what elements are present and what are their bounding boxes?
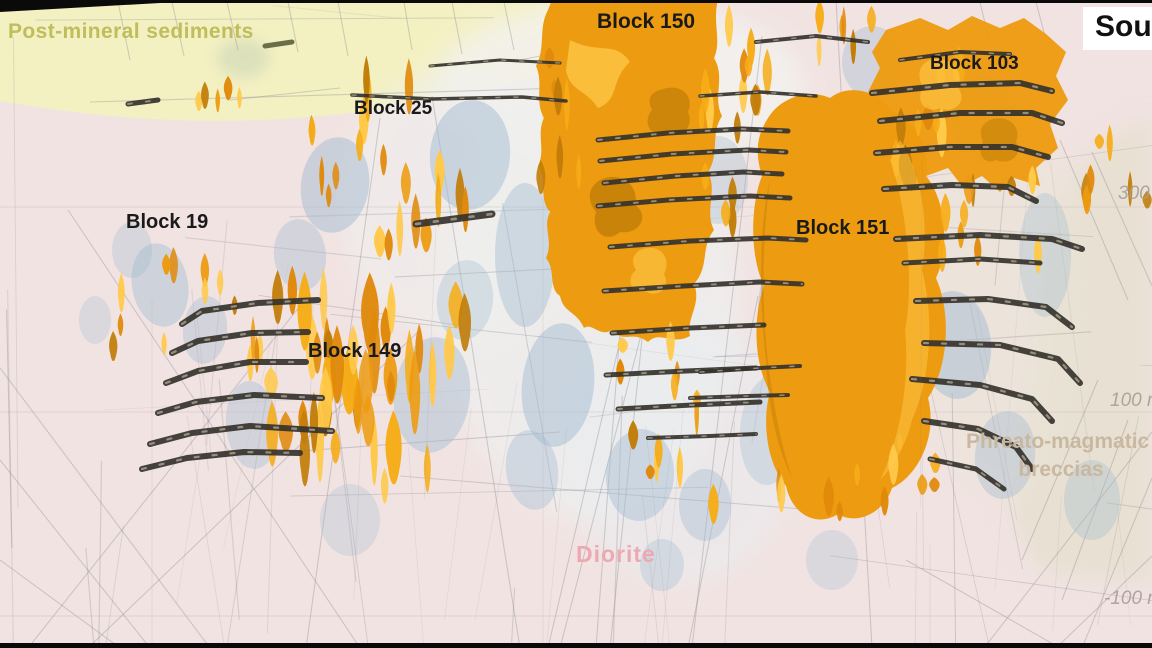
- label-block-151: Block 151: [796, 217, 890, 239]
- elevation-mark-100m: 100 m: [1110, 390, 1152, 411]
- breccia-label-line1: Phreato-magmatic: [966, 430, 1150, 453]
- label-post-mineral-sediments: Post-mineral sediments: [8, 20, 254, 43]
- view-direction-label: South: [1095, 10, 1152, 43]
- label-block-150: Block 150: [597, 10, 696, 33]
- top-frame-bar: [0, 0, 1152, 3]
- label-block-19: Block 19: [126, 211, 209, 233]
- elevation-mark-300m: 300 m: [1118, 183, 1152, 204]
- view-direction-badge: South: [1083, 7, 1152, 50]
- label-phreato-magmatic-breccias: Phreato-magmatic breccias: [966, 428, 1152, 484]
- foreground-trace-lines: [176, 152, 1018, 648]
- ore-body-block-151: [753, 90, 946, 520]
- label-block-149: Block 149: [308, 340, 402, 362]
- label-block-103: Block 103: [930, 53, 1019, 74]
- ore-fragments: [109, 0, 1152, 525]
- breccia-label-line2: breccias: [1018, 458, 1104, 481]
- elevation-mark-minus-100m: -100 m: [1104, 588, 1152, 609]
- drillhole-pipes: [125, 34, 1085, 492]
- label-diorite: Diorite: [576, 541, 656, 567]
- label-block-25: Block 25: [354, 98, 433, 119]
- bottom-frame-bar: [0, 643, 1152, 648]
- frame-wedge: [0, 0, 160, 12]
